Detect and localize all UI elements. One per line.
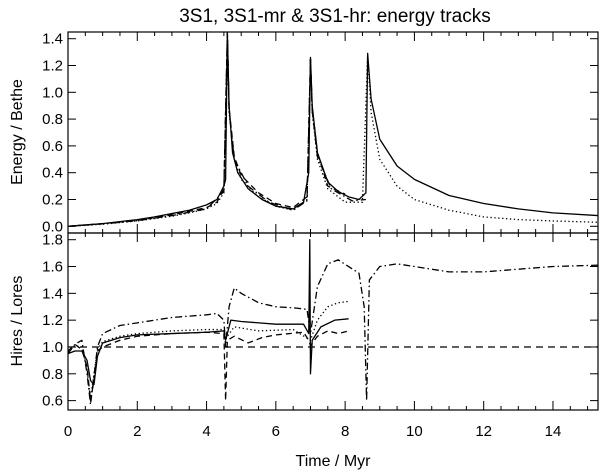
energy-y-tick-label: 1.0 bbox=[42, 84, 63, 101]
ratio-y-tick-label: 1.0 bbox=[42, 339, 63, 356]
energy-series-dashed-line bbox=[68, 32, 346, 227]
energy-y-axis-label: Energy / Bethe bbox=[9, 79, 26, 185]
energy-y-tick-label: 0.8 bbox=[42, 111, 63, 128]
x-axis-label: Time / Myr bbox=[296, 453, 372, 470]
chart-title: 3S1, 3S1-mr & 3S1-hr: energy tracks bbox=[179, 6, 491, 27]
energy-series-solid-line bbox=[68, 32, 598, 227]
x-tick-label: 2 bbox=[133, 423, 141, 440]
ratio-series bbox=[68, 239, 598, 406]
x-tick-label: 12 bbox=[475, 423, 492, 440]
energy-y-tick-label: 0.4 bbox=[42, 165, 63, 182]
energy-series bbox=[68, 32, 598, 227]
energy-y-tick-label: 1.4 bbox=[42, 31, 63, 48]
x-tick-label: 14 bbox=[545, 423, 562, 440]
x-tick-label: 8 bbox=[341, 423, 349, 440]
x-axis-tick-labels: 0 2 4 6 8 10 12 14 bbox=[64, 423, 561, 440]
ratio-y-tick-label: 1.8 bbox=[42, 232, 63, 249]
ratio-y-tick-label: 1.6 bbox=[42, 259, 63, 276]
energy-y-tick-label: 0.2 bbox=[42, 192, 63, 209]
energy-y-tick-label: 1.2 bbox=[42, 58, 63, 75]
energy-axis-ticks: 0.0 0.2 0.4 0.6 0.8 1.0 1.2 1.4 bbox=[42, 31, 598, 235]
ratio-series-dashed-line bbox=[68, 330, 349, 402]
ratio-series-solid-line bbox=[68, 239, 349, 386]
ratio-series-dashdot-line bbox=[68, 259, 598, 406]
ratio-y-axis-label: Hires / Lores bbox=[9, 276, 26, 367]
energy-series-dashdot-line bbox=[68, 32, 366, 227]
x-tick-label: 10 bbox=[406, 423, 423, 440]
energy-series-dotted-line bbox=[68, 32, 598, 227]
ratio-axis-ticks: 0.6 0.8 1.0 1.2 1.4 1.6 1.8 bbox=[42, 232, 598, 410]
ratio-plot-frame bbox=[67, 232, 599, 411]
x-tick-label: 0 bbox=[64, 423, 72, 440]
ratio-panel: Hires / Lores Time / Myr 0.6 0.8 1.0 1.2 1.4… bbox=[9, 232, 599, 470]
x-tick-label: 4 bbox=[202, 423, 210, 440]
ratio-series-dotted-line bbox=[68, 300, 349, 399]
ratio-y-tick-label: 0.8 bbox=[42, 366, 63, 383]
ratio-y-tick-label: 1.4 bbox=[42, 285, 63, 302]
energy-y-tick-label: 0.6 bbox=[42, 138, 63, 155]
energy-y-tick-label: 0.0 bbox=[42, 218, 63, 235]
x-tick-label: 6 bbox=[272, 423, 280, 440]
energy-panel: Energy / Bethe 0.0 0.2 0.4 0.6 0.8 1.0 1.2 1.4 bbox=[9, 31, 599, 235]
ratio-y-tick-label: 0.6 bbox=[42, 393, 63, 410]
ratio-y-tick-label: 1.2 bbox=[42, 312, 63, 329]
energy-plot-frame bbox=[67, 31, 599, 234]
